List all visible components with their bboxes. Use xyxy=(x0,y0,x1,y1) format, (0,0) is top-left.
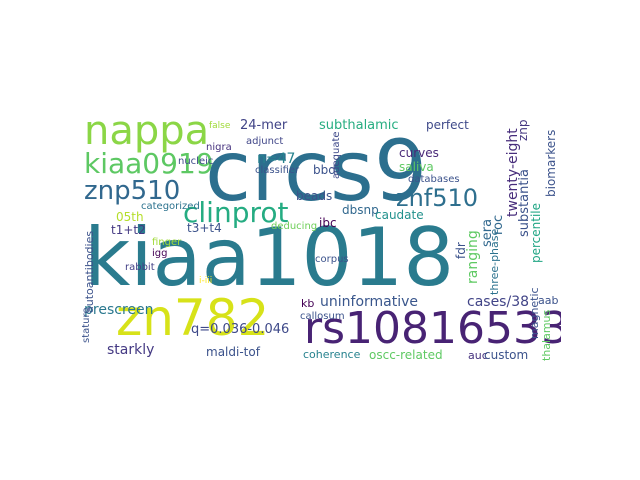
cloud-word: thalamus xyxy=(540,309,553,361)
cloud-word: databases xyxy=(408,174,460,185)
cloud-word: subthalamic xyxy=(319,118,399,133)
cloud-word: cases/38 xyxy=(467,294,530,310)
cloud-word: corpus xyxy=(315,254,349,265)
cloud-word: finger xyxy=(152,237,182,248)
cloud-word: dbsnp xyxy=(342,203,379,217)
cloud-word: kiaa1018 xyxy=(84,211,455,304)
cloud-word: prescreen xyxy=(84,302,154,318)
cloud-word: percentile xyxy=(529,202,543,263)
cloud-word: n=47 xyxy=(257,151,296,167)
cloud-word: 05th xyxy=(116,210,144,224)
cloud-word: caudate xyxy=(375,208,424,222)
cloud-word: znp510 xyxy=(84,176,181,206)
cloud-word: t1+t2 xyxy=(111,223,146,237)
cloud-word: maldi-tof xyxy=(206,345,260,359)
cloud-word: fdr xyxy=(454,242,468,259)
cloud-word: znf510 xyxy=(396,184,479,212)
cloud-word: i-iii xyxy=(199,276,213,286)
cloud-word: custom xyxy=(484,348,529,362)
cloud-word: autoantibodies xyxy=(83,230,96,313)
cloud-word: false xyxy=(209,121,231,131)
cloud-word: crcs9 xyxy=(205,122,428,220)
cloud-word: nigra xyxy=(206,142,232,153)
cloud-word: deducing xyxy=(271,221,318,232)
cloud-word: q=0.036-0.046 xyxy=(191,322,290,337)
cloud-word: perfect xyxy=(426,118,469,132)
cloud-word: beads xyxy=(296,189,333,203)
cloud-word: starkly xyxy=(107,342,155,358)
cloud-word: magnetic xyxy=(528,287,541,339)
cloud-word: kiaa0919 xyxy=(84,147,214,180)
cloud-word: stature xyxy=(81,307,92,343)
cloud-word: ibc xyxy=(319,216,337,230)
word-cloud: kiaa1018 crcs9 zn782 rs10816533 nappa ki… xyxy=(80,117,561,371)
cloud-word: zn782 xyxy=(116,289,270,347)
cloud-word: adjunct xyxy=(246,136,284,147)
cloud-word: nappa xyxy=(84,117,210,154)
cloud-word: igg xyxy=(152,248,168,259)
cloud-word: oscc-related xyxy=(369,348,443,362)
cloud-word: classifier xyxy=(255,165,300,176)
cloud-word: saliva xyxy=(399,160,434,174)
cloud-word: 24-mer xyxy=(240,118,288,133)
cloud-word: rs10816533 xyxy=(304,303,561,354)
cloud-word: nucleic xyxy=(178,156,214,167)
cloud-word: coherence xyxy=(303,348,361,361)
cloud-word: bbd xyxy=(313,163,336,177)
cloud-word: znp xyxy=(516,119,530,141)
cloud-word: categorized xyxy=(141,201,200,212)
cloud-word: auc xyxy=(468,349,488,362)
cloud-word: callosum xyxy=(300,311,345,322)
cloud-word: ranging xyxy=(465,230,481,284)
cloud-word: three-phase xyxy=(488,228,501,295)
cloud-word: t3+t4 xyxy=(187,221,222,235)
cloud-word: aab xyxy=(538,294,559,307)
cloud-word: kb xyxy=(301,297,315,310)
cloud-word: adequate xyxy=(331,131,342,179)
cloud-word: curves xyxy=(399,146,439,160)
cloud-word: biomarkers xyxy=(544,129,558,197)
cloud-word: clinprot xyxy=(183,196,289,229)
cloud-word: rabbit xyxy=(125,262,155,273)
cloud-word: uninformative xyxy=(320,294,419,310)
